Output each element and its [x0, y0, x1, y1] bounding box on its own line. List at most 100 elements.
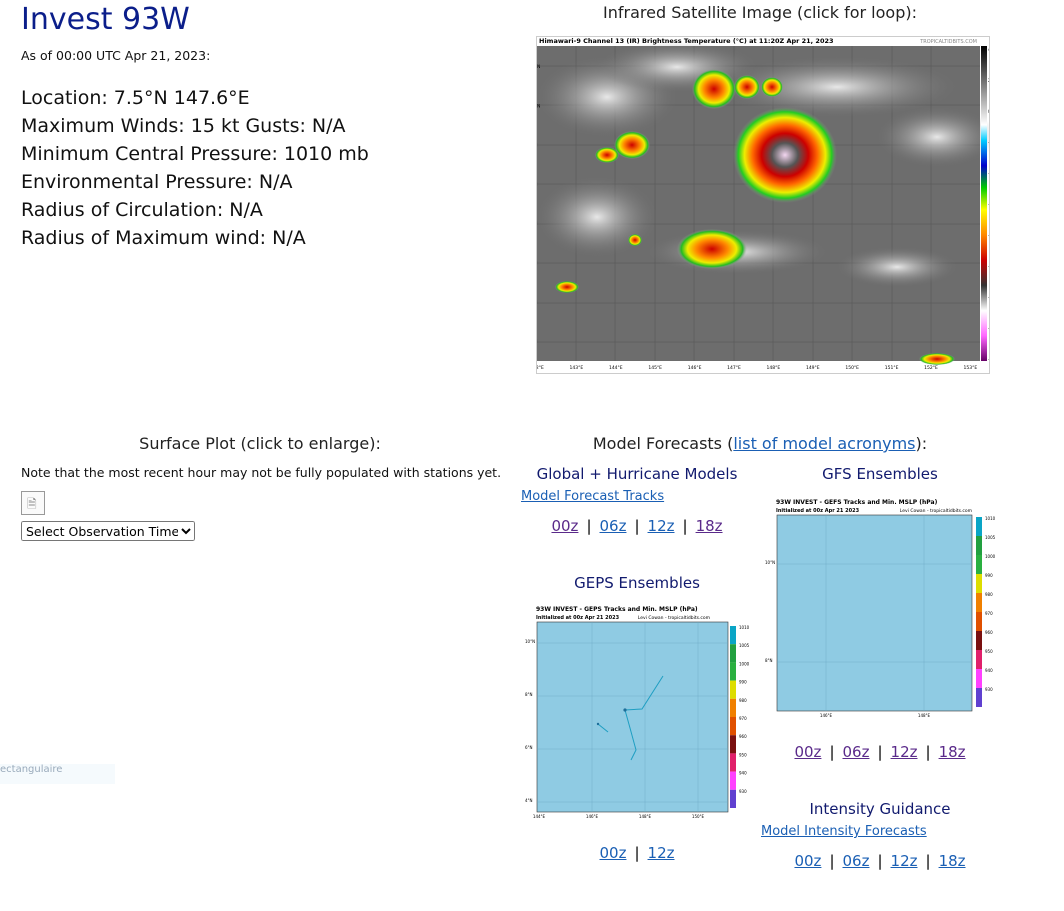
satellite-lon-label: 147°E [727, 365, 741, 371]
geps-track-1 [624, 675, 664, 711]
satellite-lat-label: 10°N [537, 103, 540, 109]
global-run-18z[interactable]: 18z [695, 517, 723, 535]
geps-scale-label: 970 [739, 716, 747, 721]
radius-of-circulation: Radius of Circulation: N/A [21, 199, 263, 221]
geps-lon-label: 144°E [533, 814, 546, 819]
gfs-run-06z[interactable]: 06z [842, 743, 870, 761]
gfs-scale-label: 980 [985, 592, 993, 597]
radius-of-maximum-wind: Radius of Maximum wind: N/A [21, 227, 306, 249]
gfs-scale-swatch [976, 517, 982, 536]
satellite-lon-label: 148°E [767, 365, 781, 371]
intensity-run-18z[interactable]: 18z [938, 852, 966, 870]
global-runs: 00z | 06z | 12z | 18z [551, 517, 723, 535]
geps-scale-swatch [730, 717, 736, 736]
satellite-scale-label: 40 [988, 47, 989, 52]
gfs-ensembles-plot[interactable]: 93W INVEST - GEFS Tracks and Min. MSLP (… [760, 492, 1000, 722]
geps-plot-svg: 93W INVEST - GEPS Tracks and Min. MSLP (… [525, 606, 750, 819]
intensity-run-06z[interactable]: 06z [842, 852, 870, 870]
global-run-00z[interactable]: 00z [551, 517, 579, 535]
satellite-lat-label: 11°N [537, 64, 540, 70]
as-of-time: As of 00:00 UTC Apr 21, 2023: [21, 48, 211, 63]
heading-suffix: ): [915, 434, 928, 453]
satellite-lon-label: 142°E [537, 365, 544, 371]
model-acronyms-link[interactable]: list of model acronyms [733, 434, 916, 453]
geps-scale-label: 1005 [739, 643, 750, 648]
surface-plot-image[interactable]: 🗎 [21, 491, 45, 515]
geps-scale-swatch [730, 753, 736, 772]
gfs-scale-label: 1010 [985, 516, 996, 521]
geps-scale-label: 1010 [739, 625, 750, 630]
gfs-scale-label: 950 [985, 649, 993, 654]
gfs-scale-swatch [976, 650, 982, 669]
geps-lat-label: 6°N [525, 745, 533, 750]
gfs-plot-svg: 93W INVEST - GEFS Tracks and Min. MSLP (… [765, 499, 996, 718]
geps-plot-sub: Initialized at 00z Apr 21 2023 [536, 615, 620, 621]
gfs-lon-label: 148°E [918, 713, 931, 718]
gfs-run-18z[interactable]: 18z [938, 743, 966, 761]
storm-title: Invest 93W [21, 2, 190, 37]
intensity-run-12z[interactable]: 12z [890, 852, 918, 870]
satellite-scale-label: -50 [988, 233, 989, 238]
satellite-image[interactable]: Himawari-9 Channel 13 (IR) Brightness Te… [529, 36, 997, 374]
geps-run-12z[interactable]: 12z [647, 844, 675, 862]
satellite-lon-label: 152°E [924, 365, 938, 371]
gfs-scale-swatch [976, 536, 982, 555]
heading-prefix: Model Forecasts ( [592, 434, 734, 453]
geps-scale-swatch [730, 644, 736, 663]
minimum-central-pressure: Minimum Central Pressure: 1010 mb [21, 143, 369, 165]
geps-scale-swatch [730, 771, 736, 790]
gfs-run-00z[interactable]: 00z [794, 743, 822, 761]
satellite-scale-label: -30 [988, 171, 989, 176]
geps-scale-label: 940 [739, 771, 747, 776]
geps-scale-label: 1000 [739, 661, 750, 666]
geps-scale-swatch [730, 735, 736, 754]
model-intensity-forecasts-link[interactable]: Model Intensity Forecasts [761, 824, 927, 839]
geps-scale-label: 980 [739, 698, 747, 703]
environmental-pressure: Environmental Pressure: N/A [21, 171, 293, 193]
satellite-scale-label: -20 [988, 140, 989, 145]
observation-time-select[interactable]: Select Observation Time... [21, 521, 195, 541]
maximum-winds: Maximum Winds: 15 kt Gusts: N/A [21, 115, 346, 137]
gfs-plot-sub: Initialized at 00z Apr 21 2023 [776, 508, 860, 514]
global-models-title: Global + Hurricane Models [536, 465, 738, 483]
satellite-lon-label: 144°E [609, 365, 623, 371]
global-run-12z[interactable]: 12z [647, 517, 675, 535]
satellite-scale-label: 0 [988, 109, 989, 114]
gfs-lat-label: 10°N [765, 560, 775, 565]
geps-scale-label: 950 [739, 752, 747, 757]
geps-ensembles-title: GEPS Ensembles [574, 574, 700, 592]
geps-track-3 [597, 723, 609, 733]
surface-plot-note: Note that the most recent hour may not b… [21, 465, 502, 480]
geps-run-00z[interactable]: 00z [599, 844, 627, 862]
geps-scale-label: 990 [739, 680, 747, 685]
global-run-06z[interactable]: 06z [599, 517, 627, 535]
satellite-scale-label: -70 [988, 295, 989, 300]
satellite-image-title: Himawari-9 Channel 13 (IR) Brightness Te… [539, 37, 834, 45]
gfs-lat-label: 8°N [765, 658, 773, 663]
surface-plot-heading: Surface Plot (click to enlarge): [139, 434, 381, 453]
storm-info: Location: 7.5°N 147.6°E Maximum Winds: 1… [21, 84, 369, 252]
gfs-scale-swatch [976, 593, 982, 612]
gfs-plot-title: 93W INVEST - GEFS Tracks and Min. MSLP (… [776, 499, 938, 506]
geps-plot-credit: Levi Cowan - tropicaltidbits.com [638, 615, 710, 621]
geps-scale-swatch [730, 662, 736, 681]
gfs-scale-label: 990 [985, 573, 993, 578]
model-forecast-tracks-link[interactable]: Model Forecast Tracks [521, 489, 665, 504]
satellite-lon-label: 145°E [648, 365, 662, 371]
gfs-scale-swatch [976, 555, 982, 574]
geps-scale-swatch [730, 698, 736, 717]
intensity-run-00z[interactable]: 00z [794, 852, 822, 870]
geps-lon-label: 148°E [639, 814, 652, 819]
satellite-lon-label: 146°E [688, 365, 702, 371]
gfs-runs: 00z | 06z | 12z | 18z [794, 743, 966, 761]
satellite-scale-label: -90 [988, 357, 989, 362]
gfs-lon-label: 146°E [820, 713, 833, 718]
ghost-overlay: ectangulaire [0, 764, 115, 784]
satellite-scale-label: -60 [988, 264, 989, 269]
intensity-runs: 00z | 06z | 12z | 18z [794, 852, 966, 870]
geps-ensembles-plot[interactable]: 93W INVEST - GEPS Tracks and Min. MSLP (… [520, 600, 760, 824]
geps-scale-swatch [730, 789, 736, 808]
geps-track-start [623, 708, 627, 712]
geps-scale-swatch [730, 626, 736, 645]
gfs-run-12z[interactable]: 12z [890, 743, 918, 761]
